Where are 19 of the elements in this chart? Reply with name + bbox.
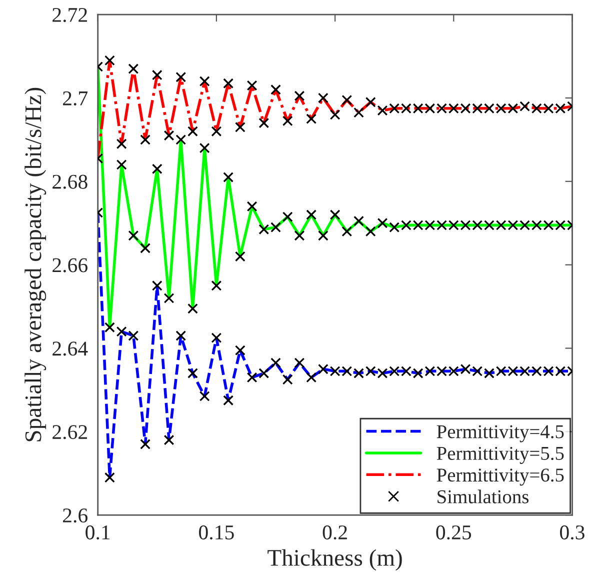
x-tick-label: 0.1 xyxy=(86,525,110,540)
y-tick-label: 2.64 xyxy=(52,342,88,356)
legend-label: Simulations xyxy=(438,490,529,504)
x-tick-label: 0.15 xyxy=(199,525,234,540)
x-tick-label: 0.25 xyxy=(436,525,472,540)
legend-label: Permittivity=6.5 xyxy=(436,468,564,486)
x-tick-label: 0.3 xyxy=(560,525,584,540)
y-tick-label: 2.72 xyxy=(52,8,87,22)
y-axis-title: Spatially averaged capacity (bit/s/Hz) xyxy=(24,88,46,442)
y-tick-label: 2.6 xyxy=(62,508,88,523)
x-axis-title: Thickness (m) xyxy=(268,549,402,571)
legend-label: Permittivity=4.5 xyxy=(436,425,564,442)
y-tick-label: 2.62 xyxy=(52,425,87,440)
y-tick-label: 2.66 xyxy=(52,258,88,272)
legend-label: Permittivity=5.5 xyxy=(436,446,564,464)
line-series xyxy=(98,59,572,160)
y-tick-label: 2.7 xyxy=(62,91,88,106)
x-tick-label: 0.2 xyxy=(322,525,347,540)
y-tick-label: 2.68 xyxy=(52,174,88,189)
